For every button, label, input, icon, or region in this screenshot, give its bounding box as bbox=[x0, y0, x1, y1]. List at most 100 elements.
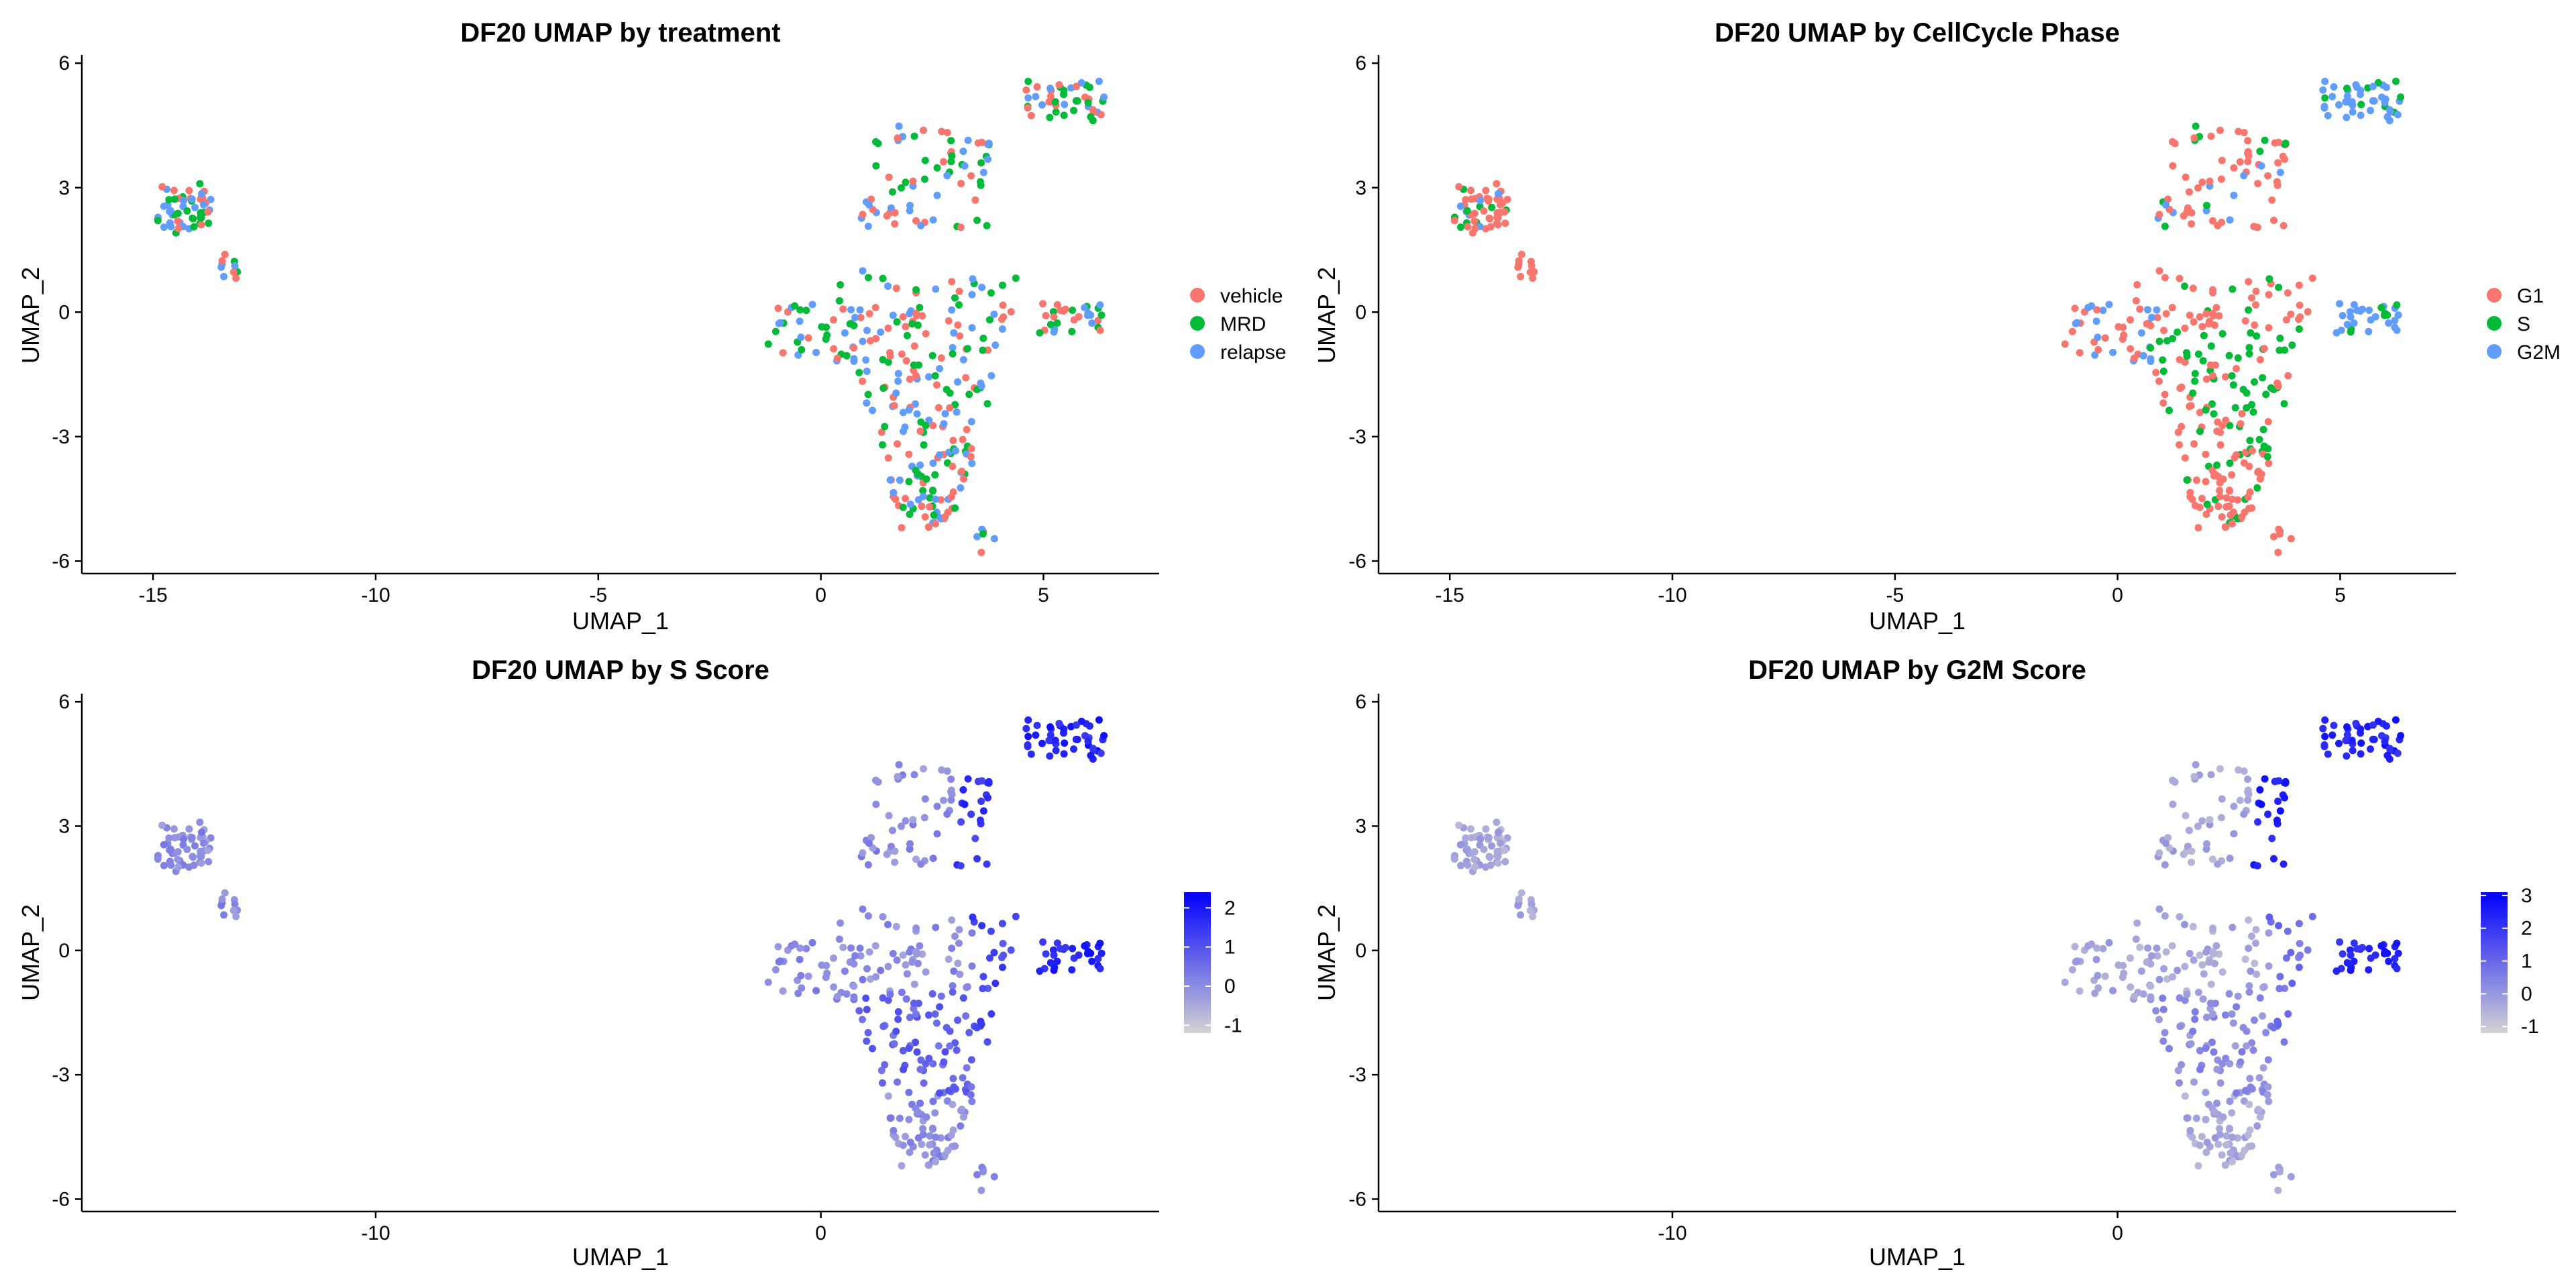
y-tick-label: 3 bbox=[1355, 816, 1366, 838]
panel-title: DF20 UMAP by G2M Score bbox=[1748, 655, 2086, 685]
data-point bbox=[889, 311, 897, 319]
data-point bbox=[1012, 912, 1020, 920]
data-point bbox=[891, 209, 899, 217]
data-point bbox=[976, 178, 984, 186]
data-point bbox=[910, 771, 918, 779]
data-point bbox=[920, 814, 928, 822]
data-point bbox=[2274, 549, 2282, 556]
data-point bbox=[2211, 1108, 2219, 1116]
data-point bbox=[2392, 716, 2400, 724]
data-point bbox=[2114, 323, 2123, 331]
data-point bbox=[977, 549, 985, 556]
data-point bbox=[865, 310, 873, 318]
data-point bbox=[947, 493, 955, 501]
data-point bbox=[921, 795, 929, 803]
data-point bbox=[2159, 399, 2167, 407]
data-point bbox=[971, 196, 979, 204]
data-point bbox=[191, 203, 199, 211]
x-axis-label: UMAP_1 bbox=[1869, 607, 1966, 635]
data-point bbox=[964, 136, 972, 144]
data-point bbox=[2343, 321, 2351, 329]
data-point bbox=[1053, 301, 1061, 309]
data-point bbox=[218, 895, 226, 903]
data-point bbox=[2350, 957, 2358, 965]
data-point bbox=[2245, 916, 2253, 924]
data-point bbox=[2094, 345, 2102, 354]
data-point bbox=[2155, 211, 2163, 219]
data-point bbox=[879, 441, 886, 449]
data-point bbox=[764, 340, 772, 348]
data-point bbox=[2245, 982, 2253, 990]
data-point bbox=[859, 849, 867, 857]
data-point bbox=[893, 318, 901, 326]
data-point bbox=[979, 346, 987, 354]
data-point bbox=[1085, 83, 1093, 91]
data-point bbox=[1097, 949, 1106, 957]
data-point bbox=[987, 927, 995, 935]
data-point bbox=[2209, 217, 2216, 225]
data-point bbox=[174, 225, 182, 233]
data-point bbox=[2332, 967, 2341, 975]
y-tick-label: 6 bbox=[1355, 52, 1366, 74]
data-point bbox=[902, 178, 910, 186]
y-tick-label: 0 bbox=[58, 940, 70, 962]
data-point bbox=[1493, 852, 1501, 860]
data-point bbox=[2174, 328, 2182, 336]
data-point bbox=[2248, 447, 2256, 455]
data-point bbox=[2280, 779, 2288, 787]
data-point bbox=[977, 159, 985, 167]
data-point bbox=[2245, 306, 2253, 314]
data-point bbox=[190, 223, 198, 231]
data-point bbox=[963, 983, 971, 991]
data-point bbox=[871, 304, 879, 311]
data-point bbox=[1464, 861, 1472, 869]
data-point bbox=[2233, 1089, 2240, 1097]
data-point bbox=[2109, 987, 2117, 995]
data-point bbox=[2153, 945, 2161, 952]
data-point bbox=[867, 195, 875, 203]
x-tick-label: 5 bbox=[2334, 584, 2346, 606]
panel-title: DF20 UMAP by S Score bbox=[472, 655, 769, 685]
data-point bbox=[2153, 306, 2161, 314]
data-point bbox=[1052, 747, 1060, 755]
data-point bbox=[884, 920, 892, 928]
data-point bbox=[984, 155, 991, 163]
data-point bbox=[2176, 384, 2184, 392]
data-point bbox=[2176, 441, 2183, 449]
data-point bbox=[957, 484, 965, 492]
data-point bbox=[2248, 1142, 2256, 1150]
data-point bbox=[2190, 773, 2198, 781]
data-point bbox=[957, 818, 965, 826]
data-point bbox=[2159, 368, 2167, 375]
data-point bbox=[910, 361, 918, 369]
data-point bbox=[864, 274, 872, 282]
data-point bbox=[2295, 920, 2303, 928]
data-point bbox=[2385, 319, 2393, 327]
data-point bbox=[959, 435, 967, 443]
data-point bbox=[2202, 310, 2210, 318]
data-point bbox=[2169, 973, 2177, 981]
y-axis-label: UMAP_2 bbox=[17, 904, 44, 1001]
data-point bbox=[2203, 201, 2210, 209]
data-point bbox=[2393, 326, 2401, 334]
data-point bbox=[2161, 861, 2169, 869]
data-point bbox=[2274, 1020, 2282, 1028]
data-point bbox=[865, 201, 873, 209]
data-point bbox=[2273, 816, 2281, 824]
data-point bbox=[1497, 201, 1504, 209]
data-point bbox=[2287, 949, 2295, 957]
data-point bbox=[2234, 354, 2242, 362]
data-point bbox=[2161, 222, 2169, 230]
data-point bbox=[2215, 950, 2223, 958]
data-point bbox=[983, 140, 991, 148]
data-point bbox=[937, 1134, 945, 1142]
data-point bbox=[932, 924, 940, 931]
data-point bbox=[890, 1040, 898, 1048]
data-point bbox=[2205, 958, 2213, 966]
data-point bbox=[2188, 220, 2196, 228]
data-point bbox=[2347, 951, 2355, 959]
data-point bbox=[1467, 825, 1474, 833]
data-point bbox=[864, 1028, 872, 1036]
y-tick-label: -6 bbox=[52, 550, 70, 572]
data-point bbox=[1488, 842, 1496, 850]
